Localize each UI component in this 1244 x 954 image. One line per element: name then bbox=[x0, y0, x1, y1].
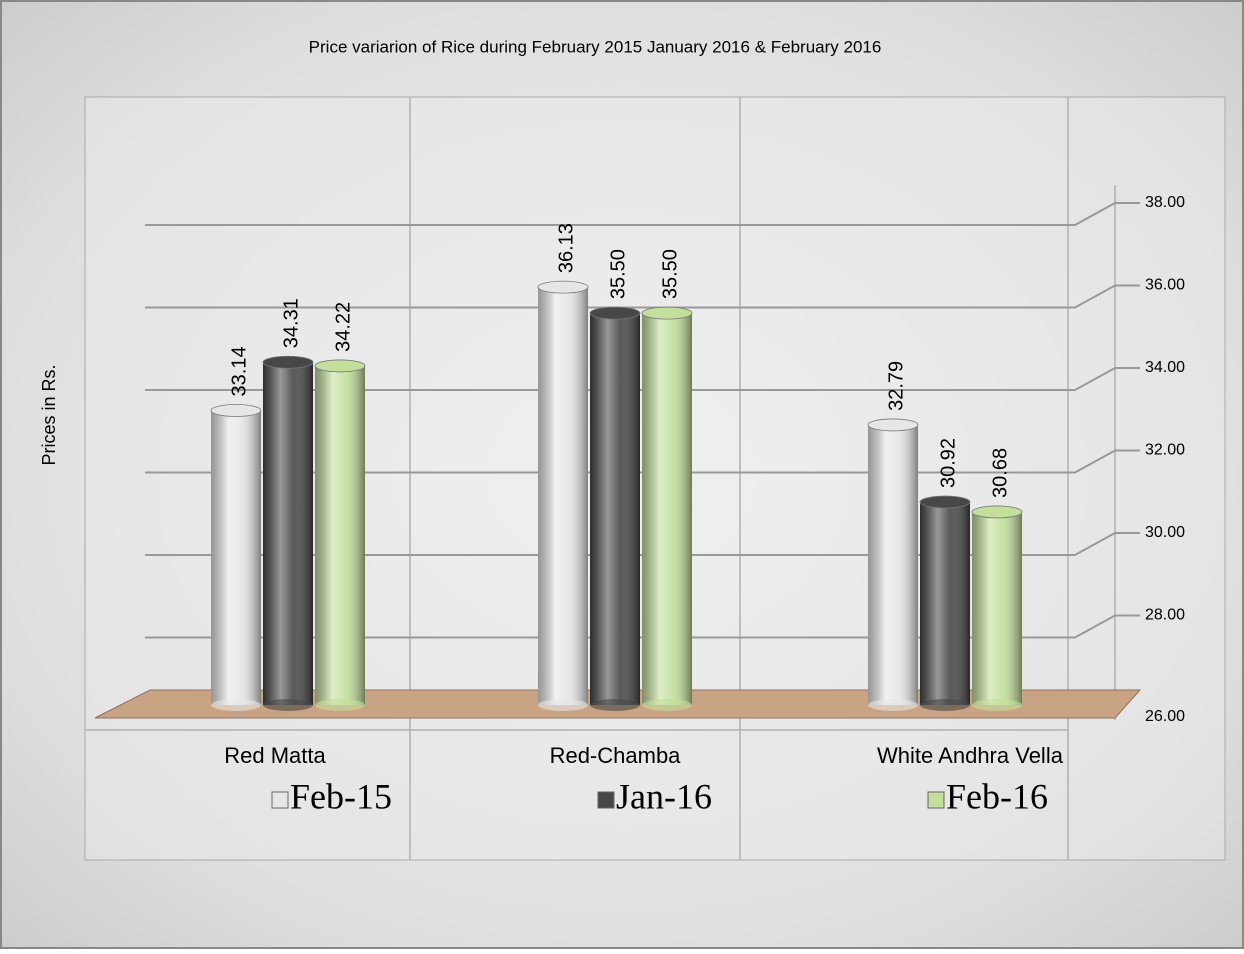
bar-top bbox=[210, 404, 262, 417]
bar-top bbox=[641, 306, 693, 320]
grid-line bbox=[145, 202, 1140, 226]
value-label: 34.22 bbox=[332, 302, 354, 352]
y-axis-label: Prices in Rs. bbox=[39, 364, 59, 465]
bar-shade bbox=[263, 362, 313, 705]
x-tick-label: Red Matta bbox=[224, 743, 326, 768]
legend-label: Feb-16 bbox=[946, 776, 1048, 816]
legend-label: Feb-15 bbox=[290, 776, 392, 816]
bar-shade bbox=[972, 511, 1022, 705]
y-tick-label: 38.00 bbox=[1145, 194, 1185, 211]
bar-shade bbox=[538, 287, 588, 705]
y-tick-label: 36.00 bbox=[1145, 277, 1185, 294]
legend-marker bbox=[271, 791, 289, 809]
bar-shade bbox=[920, 502, 970, 705]
legend-label: Jan-16 bbox=[616, 776, 712, 816]
bar-top bbox=[262, 355, 314, 369]
bar-base bbox=[868, 699, 918, 711]
bar-top bbox=[971, 505, 1023, 519]
y-tick-label: 28.00 bbox=[1145, 607, 1185, 624]
legend-marker bbox=[597, 791, 615, 809]
bar-base bbox=[972, 699, 1022, 711]
bar-top bbox=[537, 280, 589, 294]
bar-shade bbox=[590, 313, 640, 705]
value-label: 36.13 bbox=[555, 223, 577, 273]
y-tick-label: 32.00 bbox=[1145, 442, 1185, 459]
bar-shade bbox=[211, 410, 261, 705]
x-tick-label: White Andhra Vella bbox=[877, 743, 1064, 768]
bar-top bbox=[867, 418, 919, 432]
bar-top bbox=[314, 359, 366, 373]
bar-shade bbox=[642, 313, 692, 705]
bar-shade bbox=[868, 424, 918, 705]
bar-shade bbox=[315, 365, 365, 705]
y-tick-label: 34.00 bbox=[1145, 359, 1185, 376]
bar-base bbox=[538, 699, 588, 711]
value-label: 35.50 bbox=[659, 249, 681, 299]
value-label: 30.68 bbox=[989, 448, 1011, 498]
legend-marker bbox=[927, 791, 945, 809]
value-label: 35.50 bbox=[607, 249, 629, 299]
value-label: 32.79 bbox=[885, 361, 907, 411]
chart-title: Price variarion of Rice during February … bbox=[309, 37, 882, 56]
value-label: 34.31 bbox=[280, 298, 302, 348]
bar-top bbox=[589, 306, 641, 320]
value-label: 33.14 bbox=[228, 346, 250, 396]
y-tick-label: 26.00 bbox=[1145, 708, 1185, 725]
bar-base bbox=[642, 699, 692, 711]
value-label: 30.92 bbox=[937, 438, 959, 488]
bar-top bbox=[919, 495, 971, 509]
bar-base bbox=[315, 699, 365, 711]
bar-base bbox=[211, 699, 261, 711]
bar-base bbox=[920, 699, 970, 711]
bar-base bbox=[263, 699, 313, 711]
x-tick-label: Red-Chamba bbox=[550, 743, 682, 768]
y-tick-label: 30.00 bbox=[1145, 524, 1185, 541]
bar-base bbox=[590, 699, 640, 711]
